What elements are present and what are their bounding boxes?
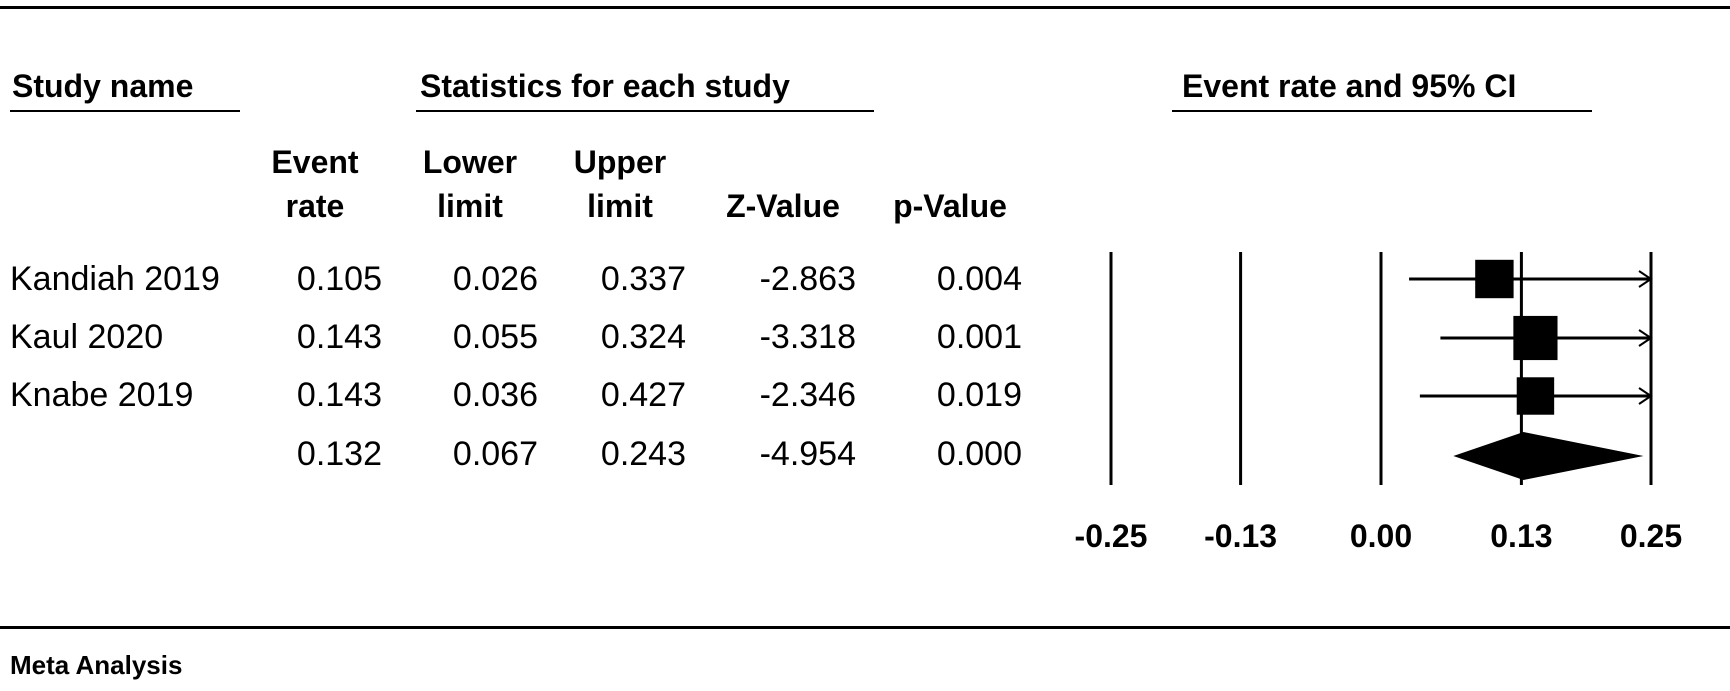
upper-limit-cell: 0.337 [600,260,686,298]
col-lower-header: Lower limit [400,140,540,228]
z-value-cell: -4.954 [759,435,856,473]
study-name-underline [10,110,240,112]
upper-limit-cell: 0.243 [600,435,686,473]
lower-limit-cell: 0.055 [452,318,538,356]
summary-diamond [1453,432,1644,480]
study-marker [1516,377,1555,415]
ci-arrow [1638,387,1653,405]
col-event-rate-line2: rate [285,188,345,224]
z-value-cell: -2.346 [759,376,856,414]
z-value-cell: -2.863 [759,260,856,298]
tick-label: -0.25 [1075,518,1148,554]
col-p-header: p-Value [875,184,1025,228]
plot-underline [1172,110,1592,112]
col-z-header: Z-Value [708,184,858,228]
study-name-header: Study name [12,68,194,104]
footer-label: Meta Analysis [10,650,183,680]
plot-header: Event rate and 95% CI [1182,68,1517,104]
study-name-cell: Kaul 2020 [10,318,164,356]
col-p-label: p-Value [893,188,1007,224]
upper-limit-cell: 0.427 [600,376,686,414]
p-value-cell: 0.001 [936,318,1022,356]
tick-label: -0.13 [1204,518,1277,554]
col-upper-line1: Upper [573,144,667,180]
statistics-underline [416,110,874,112]
col-upper-line2: limit [587,188,653,224]
study-marker [1475,259,1514,299]
z-value-cell: -3.318 [759,318,856,356]
tick-label: 0.13 [1490,518,1552,554]
lower-limit-cell: 0.026 [452,260,538,298]
study-name-cell: Knabe 2019 [10,376,194,414]
study-marker [1513,315,1558,361]
statistics-header: Statistics for each study [420,68,790,104]
p-value-cell: 0.004 [936,260,1022,298]
upper-limit-cell: 0.324 [600,318,686,356]
ci-arrow [1638,270,1653,288]
event-rate-cell: 0.143 [296,318,382,356]
lower-limit-cell: 0.036 [452,376,538,414]
bottom-rule [0,626,1730,629]
col-lower-line1: Lower [422,144,518,180]
col-upper-header: Upper limit [555,140,685,228]
p-value-cell: 0.000 [936,435,1022,473]
event-rate-cell: 0.132 [296,435,382,473]
study-name-cell: Kandiah 2019 [10,260,220,298]
tick-label: 0.00 [1350,518,1412,554]
event-rate-cell: 0.105 [296,260,382,298]
col-event-rate-line1: Event [271,144,359,180]
col-lower-line2: limit [437,188,503,224]
col-event-rate-header: Event rate [250,140,380,228]
tick-label: 0.25 [1620,518,1682,554]
lower-limit-cell: 0.067 [452,435,538,473]
col-z-label: Z-Value [726,188,840,224]
p-value-cell: 0.019 [936,376,1022,414]
ci-arrow [1638,329,1653,347]
event-rate-cell: 0.143 [296,376,382,414]
top-rule [0,6,1730,9]
